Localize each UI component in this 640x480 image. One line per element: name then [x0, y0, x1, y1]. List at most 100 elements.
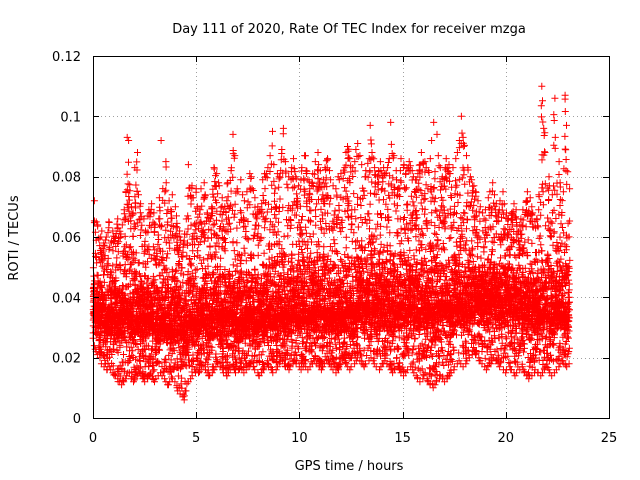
data-point: [162, 238, 170, 246]
data-point: [133, 158, 141, 166]
data-point: [110, 345, 118, 353]
data-point: [312, 213, 320, 220]
data-point: [171, 203, 179, 211]
data-point: [112, 260, 120, 268]
data-point: [233, 185, 241, 193]
data-point: [298, 213, 306, 220]
data-point: [290, 155, 297, 163]
data-point: [110, 371, 118, 379]
data-point: [321, 179, 329, 187]
data-point: [330, 236, 338, 244]
data-point: [102, 233, 110, 241]
data-point: [98, 227, 106, 235]
data-point: [331, 207, 339, 215]
data-point: [214, 190, 222, 198]
data-point: [116, 234, 124, 242]
data-point: [114, 215, 122, 223]
data-point: [270, 223, 278, 231]
data-point: [314, 149, 322, 156]
data-point: [324, 156, 332, 164]
data-point: [135, 191, 142, 199]
data-point: [237, 176, 245, 184]
data-point: [104, 261, 112, 269]
data-point: [315, 161, 323, 169]
data-point: [129, 232, 137, 240]
data-point: [269, 369, 277, 377]
data-point: [118, 221, 126, 229]
data-point: [307, 207, 315, 215]
data-point: [100, 352, 107, 359]
data-point: [106, 244, 114, 252]
data-point: [100, 302, 108, 310]
data-point: [320, 243, 328, 251]
data-point: [229, 130, 237, 138]
data-point: [132, 181, 140, 189]
data-point: [175, 364, 183, 372]
data-point: [115, 238, 123, 246]
data-point: [212, 350, 220, 358]
data-point: [313, 187, 321, 195]
data-point: [102, 236, 110, 244]
data-point: [98, 262, 106, 270]
data-point: [224, 193, 232, 201]
data-point: [100, 278, 108, 286]
data-point: [134, 149, 141, 156]
data-point: [95, 299, 103, 307]
data-point: [124, 180, 132, 188]
data-point: [121, 375, 129, 383]
data-point: [184, 225, 192, 233]
data-point: [247, 175, 255, 182]
data-point: [111, 283, 119, 291]
data-point: [103, 260, 111, 268]
data-point: [99, 256, 107, 264]
data-point: [116, 339, 124, 347]
data-point: [283, 180, 291, 188]
data-point: [298, 246, 306, 253]
data-point: [150, 366, 158, 374]
data-point: [132, 199, 140, 207]
data-point: [304, 244, 311, 252]
data-point: [302, 229, 310, 237]
data-point: [187, 200, 195, 208]
data-point: [211, 242, 219, 250]
data-point: [90, 197, 98, 205]
data-point: [102, 343, 110, 351]
data-point: [108, 351, 116, 358]
data-point: [184, 161, 192, 169]
data-point: [114, 240, 122, 247]
data-point: [117, 230, 125, 238]
data-point: [122, 273, 130, 281]
chart-title: Day 111 of 2020, Rate Of TEC Index for r…: [172, 22, 526, 37]
data-point: [114, 348, 122, 356]
data-point: [311, 158, 319, 166]
data-point: [105, 245, 113, 253]
data-point: [271, 185, 279, 193]
data-point: [102, 296, 110, 304]
data-point: [107, 268, 115, 276]
data-point: [261, 185, 269, 193]
data-point: [201, 192, 209, 200]
data-point: [240, 197, 248, 205]
data-point: [218, 217, 226, 225]
data-point: [150, 220, 158, 228]
data-point: [91, 228, 99, 236]
data-point: [271, 189, 278, 197]
data-point: [125, 137, 133, 144]
data-point: [162, 163, 170, 171]
data-point: [109, 247, 117, 255]
data-point: [193, 265, 201, 273]
data-point: [230, 213, 238, 221]
data-point: [217, 254, 225, 262]
data-point: [279, 130, 287, 138]
data-point: [157, 223, 165, 231]
data-point: [286, 216, 294, 223]
data-point: [112, 274, 120, 282]
data-point: [149, 272, 157, 280]
data-point: [200, 179, 208, 187]
data-point: [302, 152, 309, 160]
data-point: [306, 217, 314, 225]
data-point: [116, 362, 124, 370]
data-point: [97, 282, 105, 290]
data-point: [120, 333, 128, 341]
data-point: [204, 210, 211, 218]
